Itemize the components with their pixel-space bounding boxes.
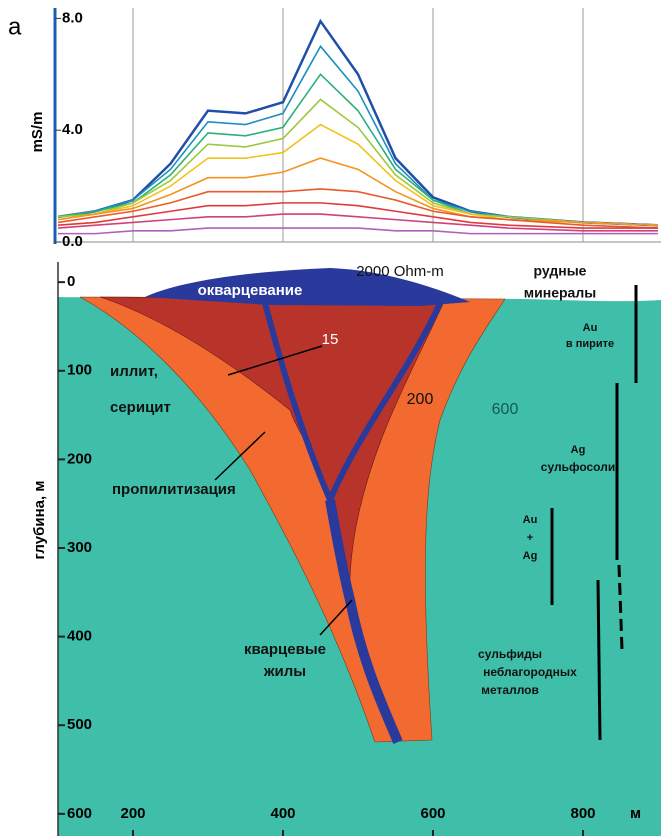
- silicification-cap: [145, 268, 470, 306]
- annotation: в пирите: [566, 338, 614, 350]
- x-tick-label: 200: [120, 805, 145, 822]
- annotation: иллит,: [110, 363, 158, 380]
- quartz-vein-branch: [262, 301, 443, 502]
- leader-line: [319, 599, 353, 636]
- y-tick-label: 500: [67, 716, 92, 733]
- annotation: +: [527, 532, 533, 544]
- leader-line: [227, 345, 323, 376]
- annotation: кварцевые: [244, 641, 326, 658]
- annotation: 15: [322, 331, 339, 348]
- annotation: 600: [492, 401, 519, 418]
- mineral-range: [596, 579, 602, 741]
- annotation: 200: [407, 391, 434, 408]
- y-tick-label: 8.0: [62, 9, 83, 26]
- y-tick-label: 200: [67, 450, 92, 467]
- annotation: металлов: [481, 683, 539, 697]
- series-line: [57, 123, 659, 227]
- x-tick-label: 800: [570, 805, 595, 822]
- cross-section: [57, 262, 661, 836]
- mineral-range: [617, 564, 624, 651]
- series-line: [57, 188, 659, 229]
- annotation: пропилитизация: [112, 481, 236, 498]
- annotation: Ag: [571, 444, 586, 456]
- annotation: Au: [583, 322, 598, 334]
- annotation: Au: [523, 514, 538, 526]
- annotation: рудные: [534, 263, 587, 279]
- y-tick-label: 100: [67, 362, 92, 379]
- annotation: Ag: [523, 550, 538, 562]
- series-line: [58, 227, 658, 235]
- annotation: минералы: [524, 285, 596, 301]
- x-tick-label: 600: [420, 805, 445, 822]
- y-tick-label: 0.0: [62, 233, 83, 250]
- y-tick-label: 0: [67, 273, 75, 290]
- annotation: жилы: [263, 663, 306, 680]
- series-line: [57, 98, 659, 227]
- x-axis-label: м: [630, 805, 641, 822]
- annotation: серицит: [110, 399, 171, 416]
- y-tick-label: 300: [67, 539, 92, 556]
- annotation: окварцевание: [198, 282, 303, 299]
- annotation: сульфосоли: [541, 460, 615, 474]
- quartz-vein: [325, 499, 403, 744]
- annotation: сульфиды: [478, 647, 542, 661]
- leader-line: [214, 431, 266, 481]
- series-line: [57, 202, 658, 229]
- panel-label: a: [8, 13, 22, 40]
- propylitic-zone: [79, 296, 506, 743]
- series-line: [57, 213, 658, 232]
- x-tick-label: 400: [270, 805, 295, 822]
- annotation: 2000 Ohm-m: [356, 263, 444, 280]
- annotation: неблагородных: [483, 665, 577, 679]
- y-axis-label: mS/m: [29, 112, 46, 153]
- y-tick-label: 600: [67, 805, 92, 822]
- y-tick-label: 400: [67, 628, 92, 645]
- y-axis-label: глубина, м: [31, 481, 48, 560]
- y-tick-label: 4.0: [62, 121, 83, 138]
- series-line: [57, 44, 659, 227]
